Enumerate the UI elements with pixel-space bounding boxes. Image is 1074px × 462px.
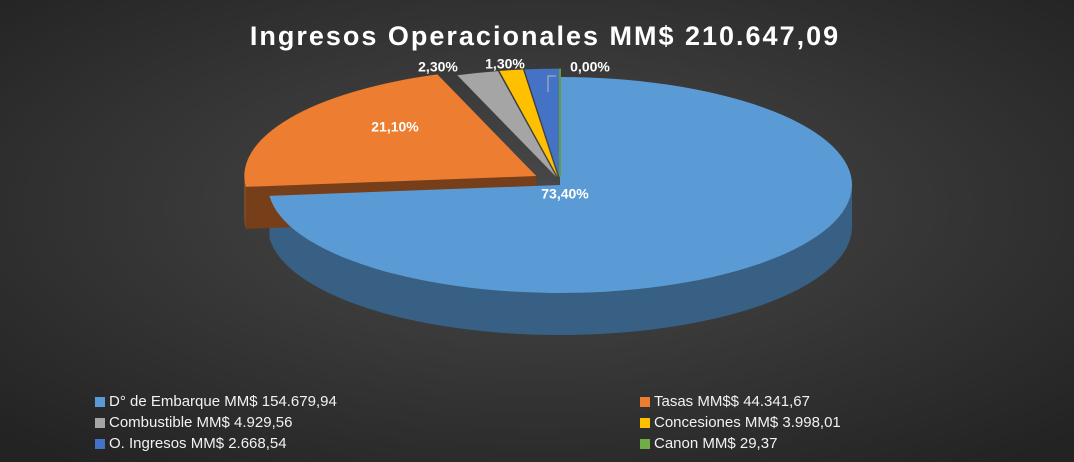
data-label: 0,00%: [570, 59, 610, 75]
slice: [499, 69, 558, 177]
slice: [457, 71, 557, 177]
legend-label: D° de Embarque MM$ 154.679,94: [109, 393, 337, 410]
legend-swatch: [95, 439, 105, 449]
legend-swatch: [95, 397, 105, 407]
slice-side: [244, 176, 246, 229]
legend-label: O. Ingresos MM$ 2.668,54: [109, 435, 287, 452]
slice: [524, 68, 560, 177]
legend-swatch: [95, 418, 105, 428]
data-label: 2,30%: [418, 59, 458, 75]
data-label: 21,10%: [371, 119, 419, 135]
data-label: 1,30%: [485, 56, 525, 72]
legend-label: Canon MM$ 29,37: [654, 435, 777, 452]
slice-side: [269, 185, 852, 335]
legend-label: Combustible MM$ 4.929,56: [109, 414, 292, 431]
legend-swatch: [640, 439, 650, 449]
chart-title: Ingresos Operacionales MM$ 210.647,09: [250, 21, 840, 51]
legend-swatch: [640, 418, 650, 428]
legend-swatch: [640, 397, 650, 407]
legend-label: Concesiones MM$ 3.998,01: [654, 414, 841, 431]
slice: [244, 74, 537, 187]
data-label: 73,40%: [541, 186, 589, 202]
leader-line: [547, 75, 556, 92]
slice: [269, 77, 853, 293]
legend-label: Tasas MM$$ 44.341,67: [654, 393, 810, 410]
